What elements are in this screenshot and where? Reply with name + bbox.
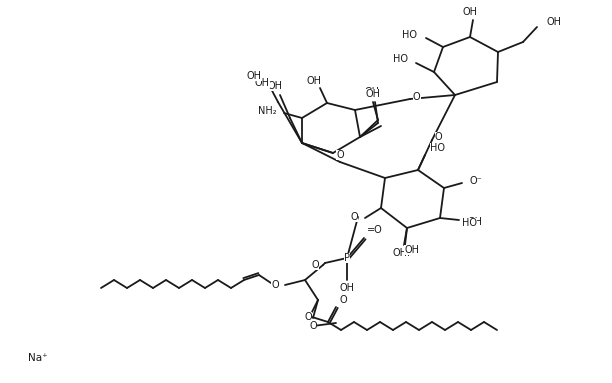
Text: =O: =O: [367, 225, 382, 235]
Text: OH: OH: [392, 248, 408, 258]
Text: O: O: [336, 150, 344, 160]
Text: O⁻: O⁻: [470, 176, 483, 186]
Text: OH: OH: [267, 81, 283, 91]
Text: OH: OH: [463, 7, 477, 17]
Text: HO: HO: [393, 54, 408, 64]
Text: O: O: [351, 212, 358, 222]
Text: O: O: [304, 312, 312, 322]
Text: O: O: [312, 260, 319, 270]
Text: O: O: [271, 280, 279, 290]
Text: O: O: [340, 295, 348, 305]
Text: OH: OH: [307, 76, 321, 86]
Text: OH: OH: [340, 283, 354, 293]
Text: HO: HO: [462, 218, 477, 228]
Text: OH: OH: [365, 87, 379, 97]
Text: OH: OH: [255, 78, 270, 88]
Text: OH: OH: [405, 245, 419, 255]
Text: Na⁺: Na⁺: [28, 353, 48, 363]
Text: OH: OH: [395, 248, 411, 258]
Text: OH: OH: [365, 89, 381, 99]
Text: O: O: [413, 92, 420, 102]
Text: OH: OH: [547, 17, 562, 27]
Text: P: P: [344, 253, 350, 263]
Text: HO: HO: [402, 30, 417, 40]
Text: NH₂: NH₂: [258, 106, 277, 116]
Text: OH: OH: [468, 217, 483, 227]
Text: O: O: [309, 321, 317, 331]
Text: O: O: [435, 132, 442, 142]
Text: OH: OH: [247, 71, 262, 81]
Text: HO: HO: [430, 143, 445, 153]
